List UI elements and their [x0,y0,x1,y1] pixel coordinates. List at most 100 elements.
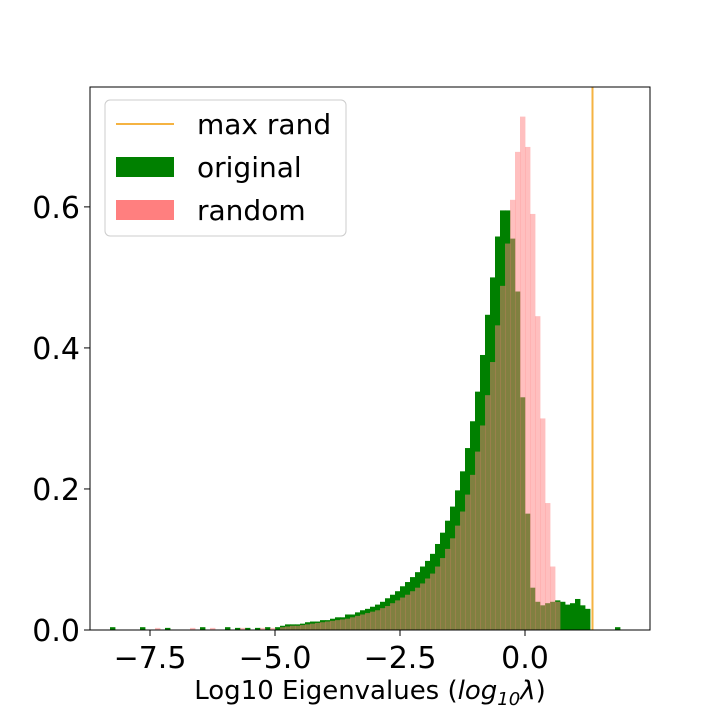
bar-random [270,627,276,630]
bar-random [510,199,516,630]
bar-random [460,511,466,630]
bar-random [485,395,491,630]
bar-random [555,601,561,630]
bar-random [385,606,391,630]
bar-random [425,578,431,630]
bar-random [440,558,446,630]
bar-random [380,608,386,630]
y-tick-label: 0.6 [32,191,80,226]
bar-random [335,620,341,630]
bar-original [585,608,591,630]
x-tick-label: −5.0 [239,641,312,676]
bar-original [110,627,116,630]
bar-random [190,627,196,630]
legend-label-original: original [197,151,302,184]
series-random-bars [155,116,561,631]
bar-original [265,627,271,630]
bar-random [535,316,541,630]
bar-original [200,627,206,630]
bar-random [480,425,486,630]
x-axis-label-math-base: log [458,676,498,706]
x-tick-label: −2.5 [364,641,437,676]
bar-original [165,627,171,630]
bar-random [530,213,536,630]
bar-random [240,627,246,630]
bar-random [500,285,506,630]
legend-swatch-original [116,157,174,177]
bar-random [155,627,161,630]
bar-random [260,627,266,630]
bar-random [455,525,461,630]
x-axis-label-math-sub: 10 [497,689,520,710]
bar-original [580,605,586,630]
bar-random [330,620,336,630]
bar-random [420,583,426,630]
y-tick-label: 0.0 [32,614,80,649]
y-tick-label: 0.2 [32,473,80,508]
bar-random [415,587,421,630]
bar-random [390,603,396,630]
bar-random [365,613,371,630]
bar-random [345,618,351,630]
bar-random [280,627,286,630]
bar-original [615,627,621,630]
bar-random [525,146,531,630]
bar-random [395,600,401,630]
x-axis-label: Log10 Eigenvalues (log10λ) [194,676,545,710]
bar-random [435,566,441,630]
x-axis-label-math-var: λ [518,676,535,706]
bar-random [285,626,291,630]
y-axis-ticks: 0.0 0.2 0.4 0.6 [32,191,90,649]
bar-random [540,418,546,630]
plot-frame [89,86,651,631]
bar-random [520,116,526,631]
y-tick-label: 0.4 [32,332,80,367]
legend-swatch-random [116,200,174,220]
bar-random [430,573,436,630]
bar-original [225,627,231,630]
bar-original [255,627,261,630]
bar-original [245,627,251,630]
bar-random [505,243,511,631]
bar-random [450,538,456,630]
bar-random [410,591,416,630]
x-axis-ticks: −7.5 −5.0 −2.5 0.0 [114,630,549,676]
bar-random [300,625,306,630]
bar-original [140,627,146,630]
bar-random [295,625,301,630]
x-tick-label: −7.5 [114,641,187,676]
bar-random [315,622,321,630]
bar-original [570,603,576,630]
bar-random [375,610,381,630]
bar-random [290,625,296,630]
x-axis-label-close: ) [536,676,546,706]
bar-random [320,622,326,630]
legend-label-random: random [197,194,306,227]
bar-random [370,611,376,630]
legend: max rand original random [104,99,347,237]
bar-random [400,597,406,630]
bar-random [495,325,501,630]
bar-random [305,624,311,630]
bar-random [350,617,356,630]
bar-random [340,619,346,630]
bar-original [575,598,581,630]
bar-random [210,627,216,630]
bar-random [405,594,411,630]
bar-random [325,621,331,630]
bar-random [470,474,476,630]
bar-random [310,623,316,630]
bar-random [445,548,451,630]
bar-random [360,614,366,630]
bar-random [465,494,471,630]
bar-random [355,615,361,630]
x-tick-label: 0.0 [501,641,549,676]
bar-random [545,503,551,630]
legend-label-max-rand: max rand [197,108,331,141]
bar-random [550,566,556,630]
bar-random [475,451,481,630]
x-axis-label-text: Log10 Eigenvalues ( [194,676,457,706]
bar-original [560,601,566,630]
